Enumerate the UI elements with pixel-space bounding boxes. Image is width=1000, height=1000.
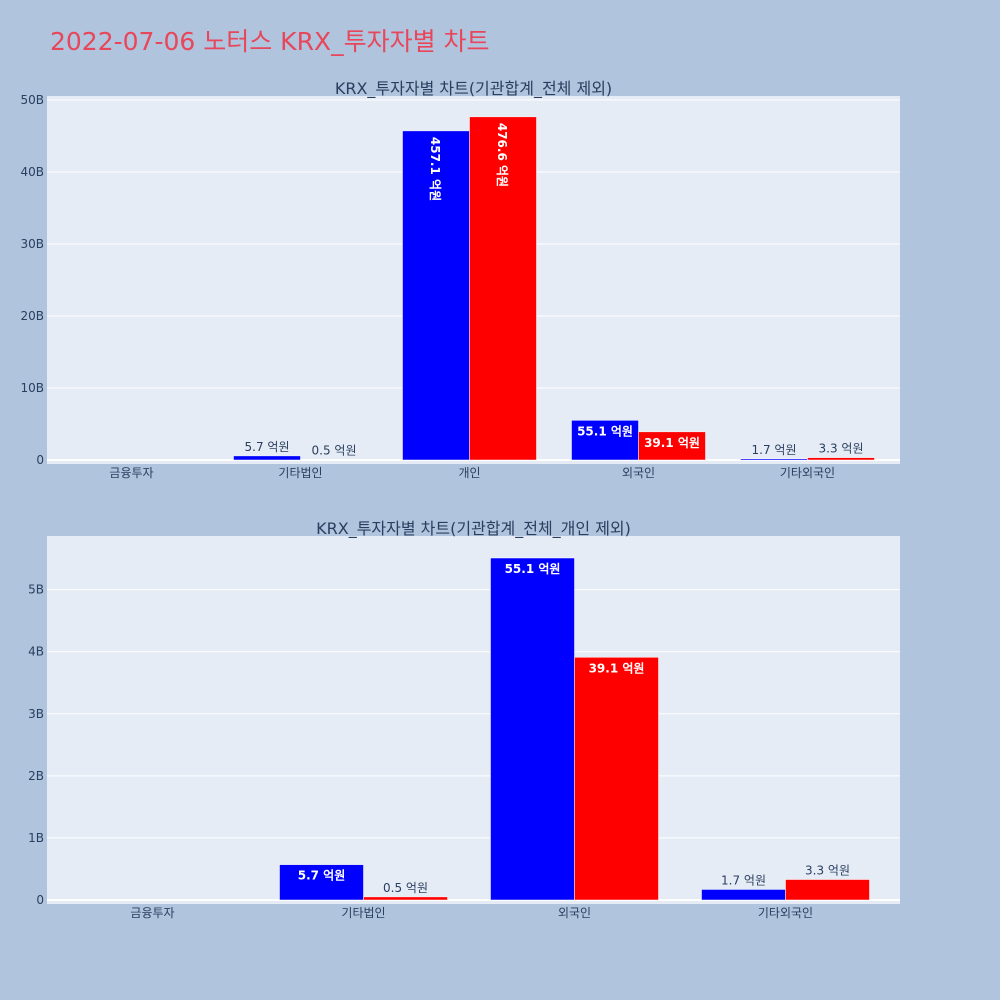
x-tick-label: 기타외국인 (780, 466, 835, 480)
bar (807, 457, 875, 461)
bar (571, 420, 639, 461)
y-tick-label: 50B (20, 93, 44, 107)
bar (279, 864, 364, 901)
y-tick-label: 10B (20, 381, 44, 395)
page-title: 2022-07-06 노터스 KRX_투자자별 차트 (50, 27, 490, 56)
x-tick-label: 금융투자 (130, 906, 174, 920)
y-tick-label: 30B (20, 237, 44, 251)
data-label: 3.3 억원 (819, 442, 864, 456)
x-tick-label: 외국인 (558, 906, 591, 920)
data-label: 5.7 억원 (298, 869, 346, 883)
data-label: 55.1 억원 (505, 562, 561, 576)
data-label: 39.1 억원 (644, 436, 700, 450)
y-tick-label: 20B (20, 309, 44, 323)
data-label: 0.5 억원 (383, 881, 428, 895)
bar (490, 557, 575, 901)
bar (740, 458, 808, 461)
x-tick-label: 개인 (458, 466, 480, 480)
data-label: 1.7 억원 (721, 873, 766, 887)
x-tick-label: 외국인 (622, 466, 655, 480)
bar (638, 431, 706, 461)
bar (402, 130, 470, 461)
bar (574, 657, 659, 901)
y-tick-label: 5B (28, 583, 44, 597)
data-label: 0.5 억원 (312, 444, 357, 458)
chart-title: KRX_투자자별 차트(기관합계_전체_개인 제외) (316, 519, 631, 539)
data-label: 3.3 억원 (805, 864, 850, 878)
x-tick-label: 기타외국인 (758, 906, 813, 920)
y-tick-label: 3B (28, 707, 44, 721)
bar (701, 889, 786, 901)
chart-1: 0 10B 20B 30B 40B 50B KRX_투자자별 차트(기관합계_전체 제외) 금… (20, 79, 900, 480)
y-tick-label: 1B (28, 831, 44, 845)
x-tick-label: 기타법인 (341, 906, 385, 920)
plot-area (47, 536, 900, 904)
chart-title: KRX_투자자별 차트(기관합계_전체 제외) (335, 79, 612, 99)
data-label: 55.1 억원 (577, 424, 633, 438)
bar (233, 455, 301, 461)
y-tick-label: 2B (28, 769, 44, 783)
bar (785, 879, 870, 901)
data-label: 1.7 억원 (752, 443, 797, 457)
data-label: 39.1 억원 (589, 661, 645, 675)
y-tick-label: 4B (28, 645, 44, 659)
chart-2: 0 1B 2B 3B 4B 5B KRX_투자자별 차트(기관합계_전체_개인 제외) 금융투… (28, 519, 900, 920)
y-tick-label: 0 (36, 893, 44, 907)
data-label: 457.1 억원 (428, 137, 442, 201)
bar (363, 896, 448, 901)
data-label: 5.7 억원 (245, 440, 290, 454)
x-tick-label: 기타법인 (278, 466, 322, 480)
bar (469, 116, 537, 461)
y-tick-label: 40B (20, 165, 44, 179)
y-tick-label: 0 (36, 453, 44, 467)
data-label: 476.6 억원 (495, 123, 509, 187)
x-tick-label: 금융투자 (109, 466, 153, 480)
